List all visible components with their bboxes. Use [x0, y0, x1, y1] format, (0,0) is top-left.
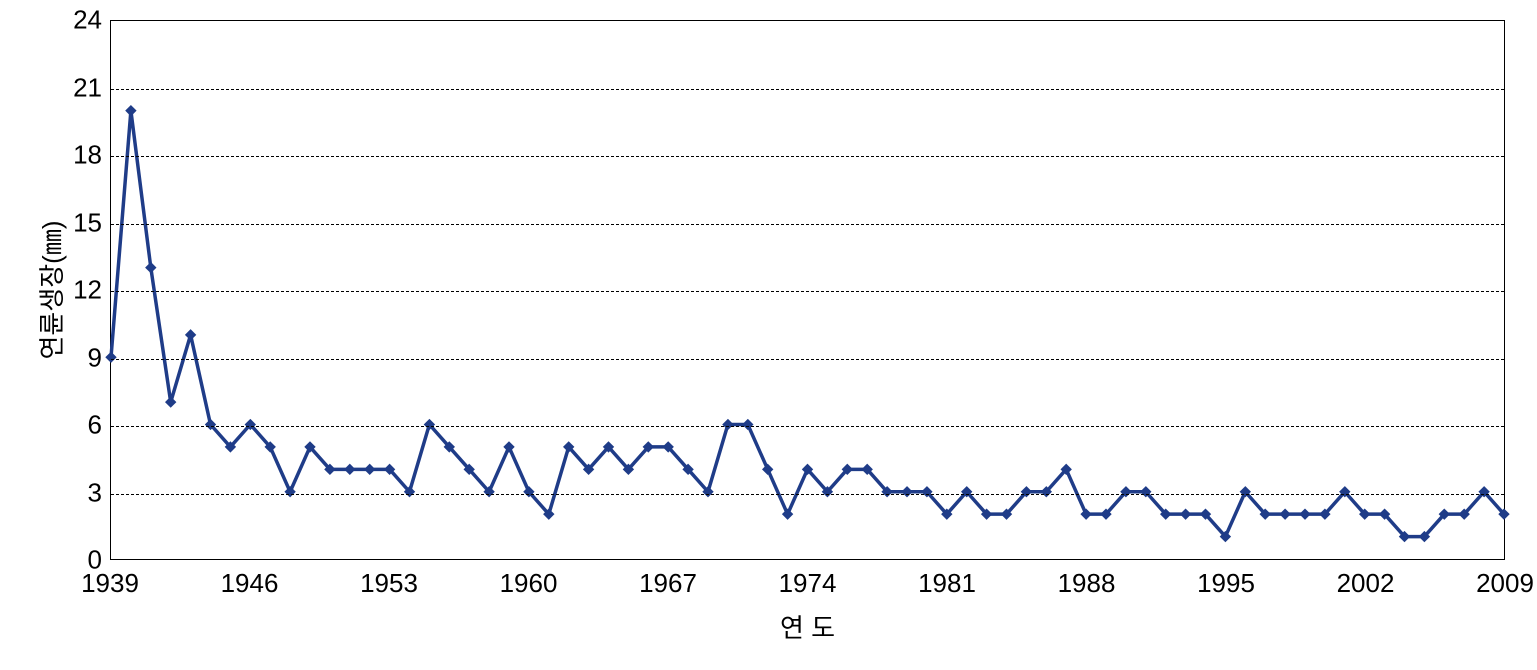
data-marker: [345, 464, 355, 474]
data-marker: [285, 487, 295, 497]
gridline: [111, 291, 1504, 292]
ytick-label: 21: [58, 72, 102, 103]
xtick-label: 2002: [1337, 568, 1395, 599]
data-marker: [743, 420, 753, 430]
data-marker: [1300, 509, 1310, 519]
xtick-label: 1974: [779, 568, 837, 599]
ytick-label: 3: [58, 477, 102, 508]
gridline: [111, 89, 1504, 90]
chart-container: 연륜생장(㎜) 연 도 0369121518212419391946195319…: [0, 0, 1537, 670]
xtick-label: 1960: [500, 568, 558, 599]
xtick-label: 1995: [1197, 568, 1255, 599]
gridline: [111, 494, 1504, 495]
gridline: [111, 156, 1504, 157]
plot-area: [110, 20, 1505, 560]
data-marker: [106, 352, 116, 362]
x-axis-label: 연 도: [780, 608, 835, 645]
xtick-label: 1939: [81, 568, 139, 599]
ytick-label: 9: [58, 342, 102, 373]
data-marker: [1081, 509, 1091, 519]
data-marker: [504, 442, 514, 452]
xtick-label: 1967: [639, 568, 697, 599]
gridline: [111, 426, 1504, 427]
xtick-label: 1953: [360, 568, 418, 599]
data-marker: [723, 420, 733, 430]
ytick-label: 18: [58, 140, 102, 171]
ytick-label: 6: [58, 410, 102, 441]
data-marker: [186, 330, 196, 340]
data-line-svg: [111, 21, 1504, 559]
xtick-label: 1981: [918, 568, 976, 599]
data-marker: [763, 464, 773, 474]
ytick-label: 15: [58, 207, 102, 238]
data-marker: [902, 487, 912, 497]
data-marker: [126, 106, 136, 116]
data-marker: [146, 263, 156, 273]
xtick-label: 1988: [1058, 568, 1116, 599]
gridline: [111, 224, 1504, 225]
gridline: [111, 359, 1504, 360]
data-marker: [166, 397, 176, 407]
ytick-label: 24: [58, 5, 102, 36]
data-marker: [365, 464, 375, 474]
data-marker: [783, 509, 793, 519]
xtick-label: 1946: [221, 568, 279, 599]
data-marker: [1181, 509, 1191, 519]
ytick-label: 12: [58, 275, 102, 306]
xtick-label: 2009: [1476, 568, 1534, 599]
data-marker: [1280, 509, 1290, 519]
